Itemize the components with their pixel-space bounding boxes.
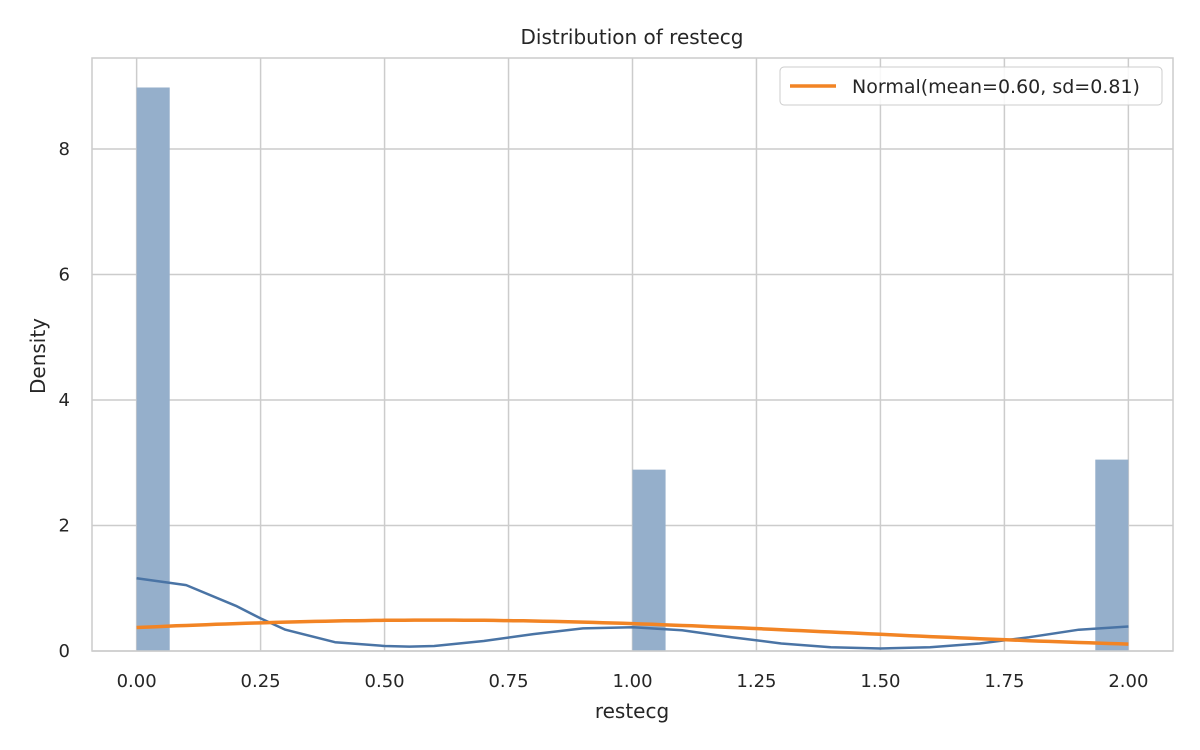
histogram-bars [136,87,1129,652]
x-tick-label: 1.00 [612,671,652,692]
x-tick-label: 0.25 [241,671,281,692]
x-tick-label: 1.25 [736,671,776,692]
kde-line [136,576,1129,650]
y-tick-label: 4 [59,390,70,411]
legend: Normal(mean=0.60, sd=0.81) [779,66,1163,106]
chart-title: Distribution of restecg [520,25,743,49]
legend-box [779,66,1163,106]
histogram-bar [136,87,170,652]
histogram-bar [1095,459,1129,651]
x-tick-label: 1.75 [984,671,1024,692]
y-tick-label: 0 [59,641,70,662]
x-tick-label: 0.00 [117,671,157,692]
x-axis-ticks: 0.00 0.25 0.50 0.75 1.00 1.25 1.50 1.75 2.00 [117,671,1149,692]
curves [136,576,1129,650]
y-axis-label: Density [26,318,50,394]
normal-fit-line [136,618,1129,646]
y-axis-ticks: 0 2 4 6 8 [59,139,70,662]
histogram-bar [632,469,666,651]
x-axis-label: restecg [595,699,669,723]
x-tick-label: 0.75 [488,671,528,692]
y-tick-label: 2 [59,515,70,536]
legend-label-normal: Normal(mean=0.60, sd=0.81) [852,76,1140,98]
y-tick-label: 8 [59,139,70,160]
plot-frame [91,57,1174,652]
x-tick-label: 0.50 [365,671,405,692]
x-tick-label: 1.50 [860,671,900,692]
x-tick-label: 2.00 [1108,671,1148,692]
y-tick-label: 6 [59,264,70,285]
